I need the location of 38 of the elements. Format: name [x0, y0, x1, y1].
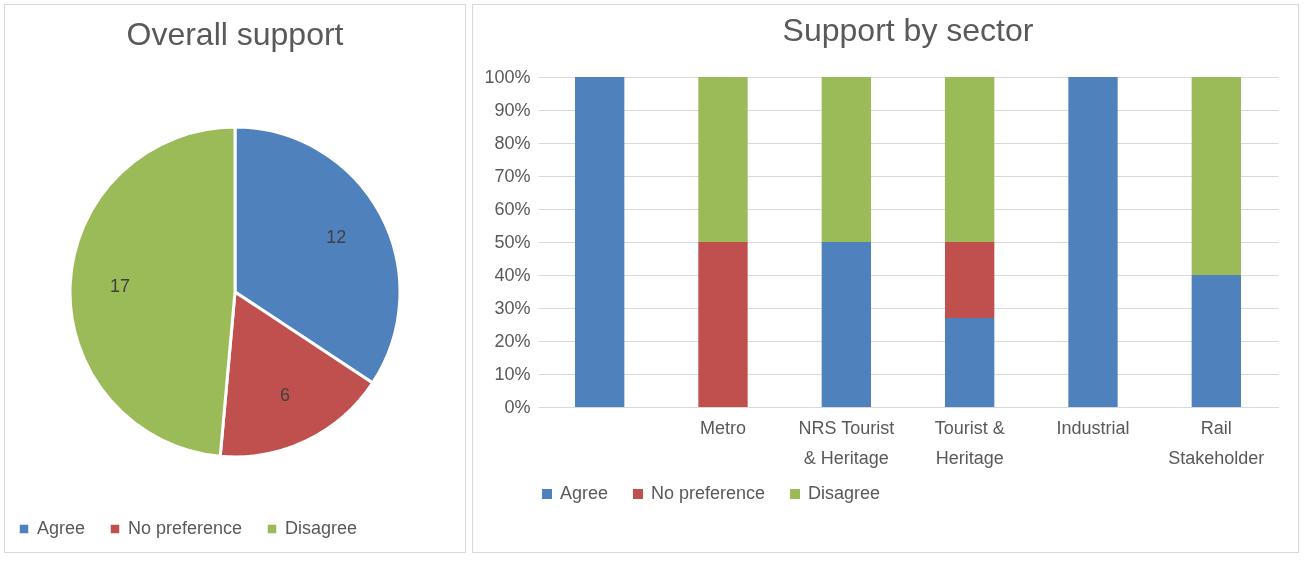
- y-tick-label: 0%: [504, 396, 531, 417]
- legend-label: No preference: [128, 518, 243, 538]
- y-tick-label: 100%: [484, 66, 531, 87]
- bar: [945, 242, 995, 318]
- y-tick-label: 80%: [494, 132, 531, 153]
- bar: [821, 77, 871, 242]
- y-tick-label: 60%: [494, 198, 531, 219]
- bar: [1191, 77, 1241, 275]
- bar: [945, 317, 995, 407]
- y-tick-label: 40%: [494, 264, 531, 285]
- x-tick-label: Metro: [699, 417, 747, 438]
- y-tick-label: 90%: [494, 99, 531, 120]
- y-tick-label: 50%: [494, 231, 531, 252]
- y-tick-label: 20%: [494, 330, 531, 351]
- legend-label: Disagree: [808, 483, 881, 503]
- x-tick-label: Industrial: [1056, 417, 1130, 438]
- chart-title: Overall support: [126, 16, 344, 52]
- x-tick-label: Tourist & Heritage: [934, 417, 1005, 468]
- bar: [1068, 77, 1118, 407]
- y-tick-label: 70%: [494, 165, 531, 186]
- bar: [698, 242, 748, 407]
- legend-label: Disagree: [285, 518, 358, 538]
- x-tick-label: Rail Stakeholder: [1168, 417, 1265, 468]
- y-tick-label: 10%: [494, 363, 531, 384]
- legend-label: Agree: [37, 518, 86, 538]
- bar: [1191, 275, 1241, 407]
- y-tick-label: 30%: [494, 297, 531, 318]
- data-label: 6: [279, 384, 290, 405]
- legend-label: No preference: [651, 483, 766, 503]
- data-label: 17: [110, 275, 131, 296]
- data-label: 12: [326, 226, 347, 247]
- x-tick-label: NRS Tourist & Heritage: [798, 417, 895, 468]
- legend-label: Agree: [560, 483, 609, 503]
- bar: [698, 77, 748, 242]
- bar: [945, 77, 995, 242]
- bar: [575, 77, 625, 407]
- chart-title: Support by sector: [782, 12, 1034, 48]
- bar: [821, 242, 871, 407]
